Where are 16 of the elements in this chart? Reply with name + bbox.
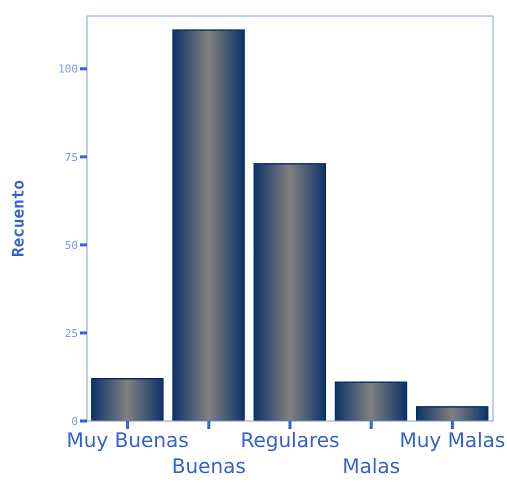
x-tick-label: Muy Buenas <box>66 428 189 452</box>
x-tick-label: Malas <box>342 454 400 478</box>
y-tick-label: 75 <box>64 150 78 164</box>
bar <box>334 382 408 421</box>
y-tick-label: 50 <box>64 238 78 252</box>
bar <box>416 406 488 421</box>
bar <box>172 29 245 421</box>
y-tick-label: 0 <box>71 414 78 428</box>
bar <box>91 378 164 421</box>
x-tick-label: Regulares <box>240 428 340 452</box>
y-tick-label: 25 <box>64 326 78 340</box>
x-tick-label: Buenas <box>172 454 246 478</box>
x-tick-label: Muy Malas <box>399 428 506 452</box>
bar <box>254 163 326 421</box>
y-tick-label: 100 <box>58 62 78 76</box>
y-axis-title: Recuento <box>8 180 28 258</box>
